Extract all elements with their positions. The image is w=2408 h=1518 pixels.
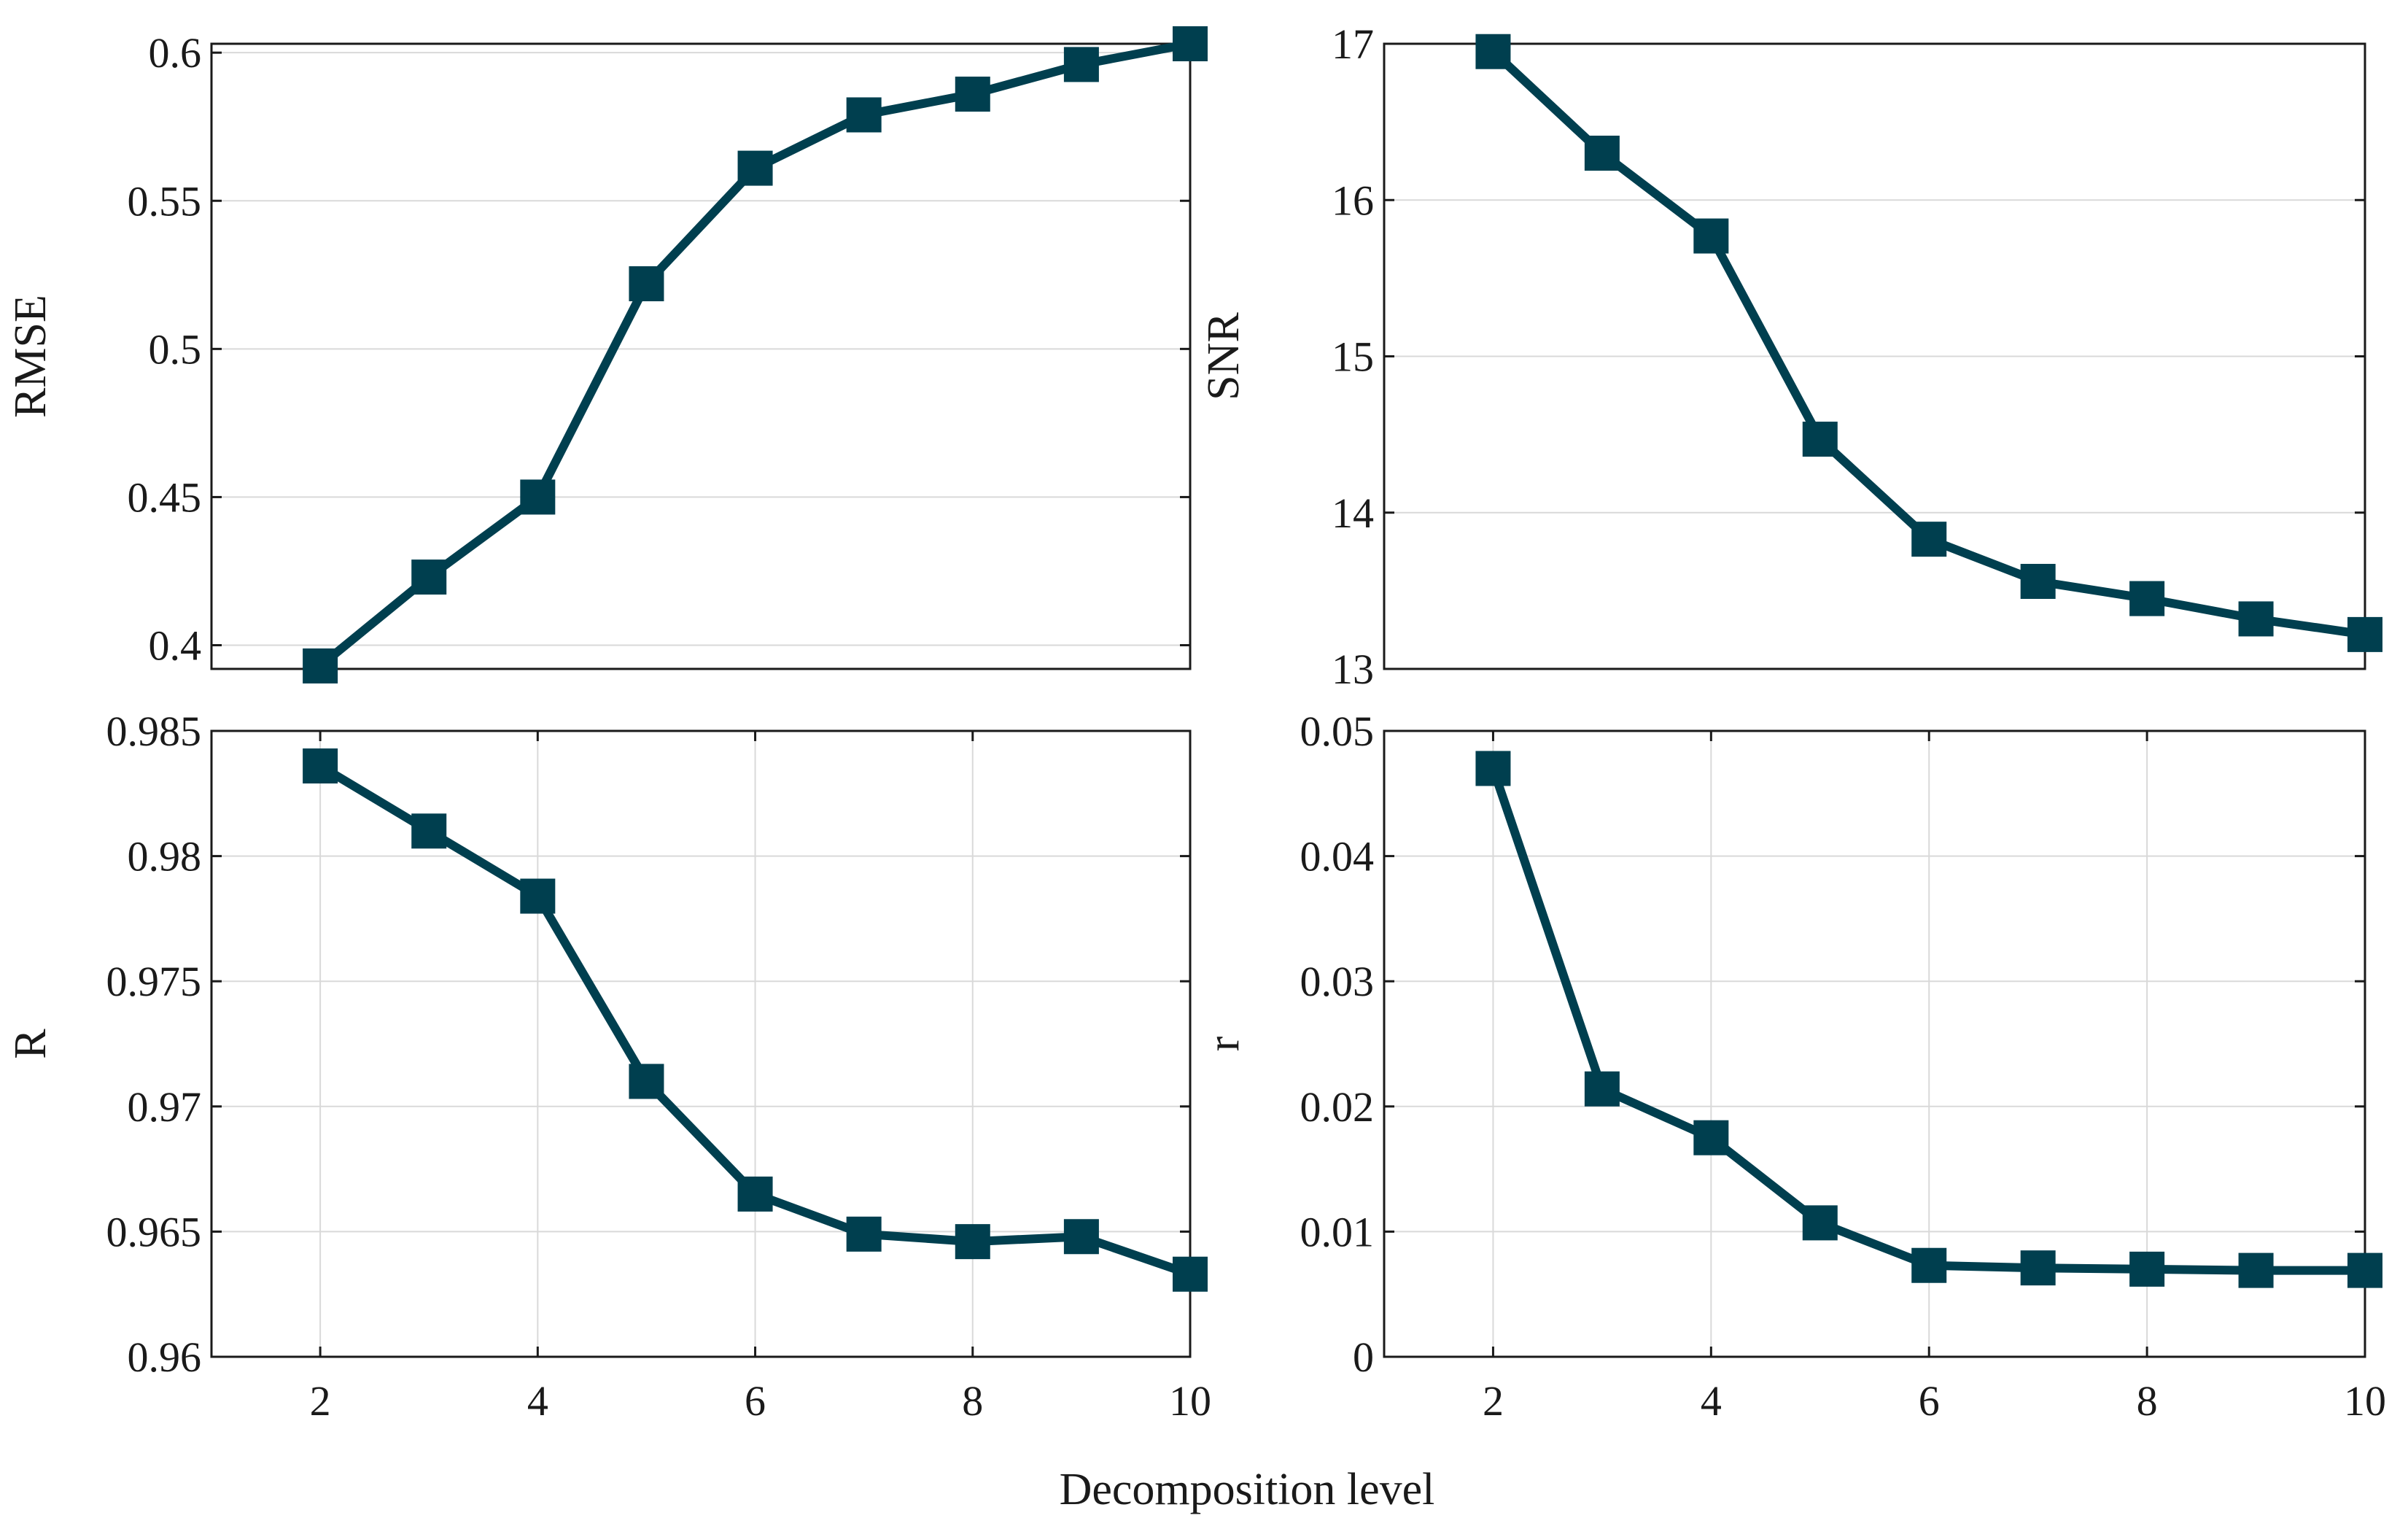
data-point-marker [629, 266, 664, 301]
y-tick-label: 0.98 [128, 833, 202, 880]
rmse-panel: 0.4 0.45 0.5 0.55 0.6 RMSE [6, 26, 1208, 684]
x-tick-label: 2 [1483, 1377, 1504, 1425]
data-point-marker [1911, 1247, 1947, 1283]
data-point-marker [2129, 581, 2165, 616]
y-tick-label: 0.97 [128, 1083, 202, 1131]
y-tick-label: 17 [1332, 20, 1374, 68]
y-tick-label: 15 [1332, 333, 1374, 381]
y-tick-label: 0.975 [106, 958, 202, 1005]
data-point-marker [1475, 34, 1511, 69]
data-point-marker [846, 97, 882, 133]
data-point-marker [1063, 1219, 1099, 1255]
r-upper-panel: 0.96 0.965 0.97 0.975 0.98 0.985 2 4 6 8 10 R [6, 708, 1211, 1425]
data-point-marker [1802, 1205, 1838, 1241]
series-line [316, 39, 1195, 670]
x-tick-label: 6 [1919, 1377, 1940, 1425]
data-point-marker [303, 648, 338, 684]
data-point-marker [629, 1064, 664, 1099]
y-tick-label: 0.6 [149, 29, 202, 77]
y-tick-label: 0.55 [128, 177, 202, 225]
x-tick-label: 6 [745, 1377, 766, 1425]
data-point-marker [2347, 616, 2382, 652]
y-tick-label: 0.96 [128, 1333, 202, 1381]
x-tick-label: 4 [1701, 1377, 1722, 1425]
data-point-marker [1063, 47, 1099, 82]
x-tick-label: 4 [527, 1377, 548, 1425]
x-tick-label: 10 [1169, 1377, 1211, 1425]
x-tick-label: 8 [962, 1377, 983, 1425]
y-tick-label: 0.965 [106, 1208, 202, 1255]
y-tick-label: 0 [1353, 1333, 1374, 1381]
data-point-marker [955, 1224, 990, 1260]
data-point-marker [411, 813, 447, 849]
data-point-marker [2238, 601, 2274, 637]
y-tick-label: 14 [1332, 489, 1374, 537]
data-point-marker [303, 748, 338, 784]
y-tick-label: 13 [1332, 646, 1374, 693]
data-point-marker [2020, 564, 2056, 600]
y-axis-label: r [1199, 1036, 1248, 1051]
y-tick-label: 0.04 [1300, 833, 1375, 880]
y-tick-label: 0.5 [149, 325, 202, 373]
y-axis-label: R [6, 1029, 55, 1059]
data-point-marker [1802, 422, 1838, 457]
data-point-marker [846, 1216, 882, 1252]
data-point-marker [1584, 1071, 1620, 1107]
x-tick-label: 2 [310, 1377, 331, 1425]
y-axis-label: SNR [1199, 312, 1248, 400]
data-point-marker [2129, 1251, 2165, 1287]
y-tick-label: 0.01 [1300, 1208, 1375, 1255]
data-point-marker [2238, 1252, 2274, 1288]
data-point-marker [1475, 751, 1511, 786]
y-tick-label: 0.985 [106, 708, 202, 755]
data-point-marker [520, 878, 556, 914]
data-point-marker [1693, 1120, 1729, 1155]
x-tick-label: 8 [2137, 1377, 2158, 1425]
y-tick-label: 0.02 [1300, 1083, 1375, 1131]
y-tick-label: 0.45 [128, 473, 202, 521]
data-point-marker [520, 479, 556, 515]
data-point-marker [1173, 26, 1208, 61]
data-point-marker [1693, 218, 1729, 254]
data-point-marker [411, 559, 447, 595]
y-tick-label: 0.03 [1300, 958, 1375, 1005]
data-point-marker [1584, 135, 1620, 171]
figure-x-axis-label: Decomposition level [1060, 1465, 1435, 1514]
axes-box [210, 729, 1192, 1358]
data-point-marker [2347, 1252, 2382, 1288]
y-tick-label: 0.4 [149, 622, 202, 670]
data-point-marker [737, 1176, 773, 1212]
data-point-marker [1911, 522, 1947, 557]
x-tick-label: 10 [2344, 1377, 2386, 1425]
axes-box [210, 42, 1192, 670]
data-point-marker [1173, 1256, 1208, 1292]
y-tick-label: 0.05 [1300, 708, 1375, 755]
data-point-marker [737, 150, 773, 186]
r-lower-panel: 0 0.01 0.02 0.03 0.04 0.05 2 4 6 8 10 r [1199, 708, 2386, 1425]
axes-box [1383, 729, 2366, 1358]
data-point-marker [955, 77, 990, 112]
axes-box [1383, 42, 2366, 670]
snr-panel: 13 14 15 16 17 SNR [1199, 20, 2382, 693]
y-tick-label: 16 [1332, 177, 1374, 224]
y-axis-label: RMSE [6, 295, 55, 418]
data-point-marker [2020, 1250, 2056, 1286]
